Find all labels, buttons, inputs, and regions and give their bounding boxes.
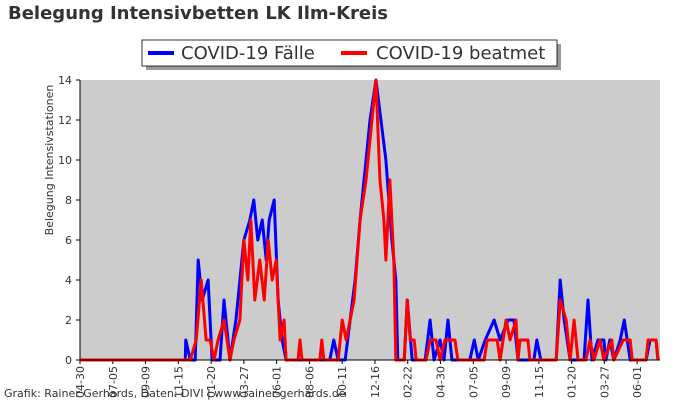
x-tick-label: 04-30 bbox=[435, 366, 448, 398]
x-tick-label: 01-20 bbox=[205, 366, 218, 398]
chart-title: Belegung Intensivbetten LK Ilm-Kreis bbox=[8, 3, 388, 24]
x-tick-label: 03-27 bbox=[238, 366, 251, 398]
legend-label: COVID-19 beatmet bbox=[376, 43, 545, 64]
credit: Grafik: Rainer Gerhards, Daten: DIVI | w… bbox=[4, 387, 346, 400]
y-tick-label: 12 bbox=[58, 114, 72, 127]
legend-box bbox=[141, 39, 558, 67]
y-tick-label: 6 bbox=[65, 234, 72, 247]
y-axis-label: Belegung Intensivstationen bbox=[43, 85, 56, 236]
x-tick-label: 04-30 bbox=[74, 366, 87, 398]
y-tick-label: 0 bbox=[65, 354, 72, 367]
x-tick-label: 10-11 bbox=[336, 366, 349, 398]
legend: COVID-19 Fälle COVID-19 beatmet bbox=[141, 39, 561, 70]
legend-label: COVID-19 Fälle bbox=[181, 43, 315, 64]
x-tick-label: 01-20 bbox=[566, 366, 579, 398]
y-tick-label: 8 bbox=[65, 194, 72, 207]
x-tick-label: 02-22 bbox=[402, 366, 415, 398]
x-tick-label: 09-09 bbox=[140, 366, 153, 398]
x-tick-label: 06-01 bbox=[631, 366, 644, 398]
x-tick-label: 08-06 bbox=[303, 366, 316, 398]
x-tick-label: 12-16 bbox=[369, 366, 382, 398]
x-tick-label: 07-05 bbox=[107, 366, 120, 398]
x-tick-label: 03-27 bbox=[598, 366, 611, 398]
y-tick-label: 2 bbox=[65, 314, 72, 327]
y-tick-label: 10 bbox=[58, 154, 72, 167]
y-tick-label: 14 bbox=[58, 74, 72, 87]
x-tick-label: 11-15 bbox=[172, 366, 185, 398]
x-tick-label: 09-09 bbox=[500, 366, 513, 398]
x-tick-label: 07-05 bbox=[467, 366, 480, 398]
y-tick-label: 4 bbox=[65, 274, 72, 287]
x-tick-label: 06-01 bbox=[271, 366, 284, 398]
x-tick-label: 11-15 bbox=[533, 366, 546, 398]
